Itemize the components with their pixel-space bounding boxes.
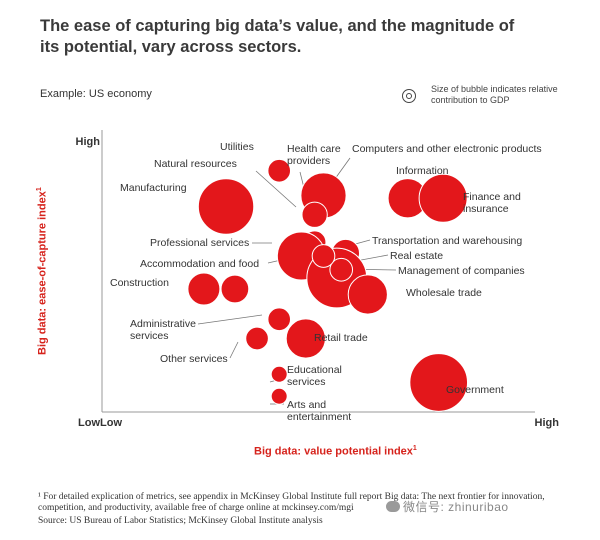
label-retail-trade: Retail trade [314, 332, 368, 344]
bubble-other-services [245, 326, 269, 351]
footnote: ¹ For detailed explication of metrics, s… [38, 492, 545, 513]
bubble-arts-and-entertainment [270, 387, 288, 405]
label-utilities: Utilities [220, 141, 254, 153]
bubble-construction [187, 272, 221, 306]
label-wholesale-trade: Wholesale trade [406, 287, 482, 299]
bubbles [187, 158, 469, 412]
chart-title: The ease of capturing big data’s value, … [40, 17, 515, 56]
bubble-size-legend-icon [402, 89, 416, 103]
label-construction: Construction [110, 277, 169, 289]
bubble-administrative-services [267, 307, 292, 332]
label-educational-services: Educational services [287, 364, 342, 388]
label-manufacturing: Manufacturing [120, 182, 187, 194]
bubble-manufacturing [197, 178, 255, 235]
leader-natural-resources [255, 170, 297, 208]
label-accommodation-and-food: Accommodation and food [140, 258, 259, 270]
bubble-finance-and-insurance [418, 173, 468, 223]
label-finance-and-insurance: Finance and insurance [463, 191, 521, 215]
bubble-natural-resources [301, 201, 328, 228]
bubble-labels: Utilities Health care providers Natural res… [110, 141, 542, 423]
bubble-accommodation-and-food [311, 244, 336, 268]
bubble-educational-services [270, 365, 288, 383]
leader-other-services [229, 341, 239, 359]
label-computers-and-other-electronic-products: Computers and other electronic products [352, 143, 542, 155]
bubble-utilities [267, 158, 292, 183]
label-government: Government [446, 384, 504, 396]
bubble-construction [220, 274, 250, 304]
label-natural-resources: Natural resources [154, 158, 237, 170]
example-note: Example: US economy [40, 88, 152, 100]
axis-tick-labels: High Low Low High [76, 136, 560, 429]
bubble-wholesale-trade [347, 274, 388, 315]
y-axis-title: Big data: ease-of-capture index1 [36, 187, 49, 355]
x-tick-low: Low [100, 417, 122, 429]
label-management-of-companies: Management of companies [398, 265, 525, 277]
axes [101, 130, 535, 413]
label-other-services: Other services [160, 353, 228, 365]
y-tick-low: Low [78, 417, 100, 429]
label-information: Information [396, 165, 449, 177]
y-tick-high: High [76, 136, 101, 148]
label-professional-services: Professional services [150, 237, 249, 249]
label-administrative-services: Administrative services [130, 318, 196, 342]
leader-administrative-services [197, 314, 263, 325]
label-arts-and-entertainment: Arts and entertainment [287, 399, 351, 423]
x-tick-high: High [535, 417, 560, 429]
label-transportation-and-warehousing: Transportation and warehousing [372, 235, 522, 247]
x-axis-title: Big data: value potential index1 [254, 445, 417, 458]
legend: Size of bubble indicates relative contri… [400, 84, 580, 114]
bubble-government [409, 353, 469, 412]
label-health-care-providers: Health care providers [287, 143, 341, 167]
bubble-management-of-companies [329, 257, 354, 282]
legend-text: Size of bubble indicates relative contri… [431, 84, 558, 105]
source-note: Source: US Bureau of Labor Statistics; M… [38, 516, 323, 526]
chat-bubble-icon [386, 501, 400, 512]
watermark: 微信号: zhinuribao [386, 498, 509, 515]
bubble-retail-trade [285, 318, 326, 359]
label-real-estate: Real estate [390, 250, 443, 262]
